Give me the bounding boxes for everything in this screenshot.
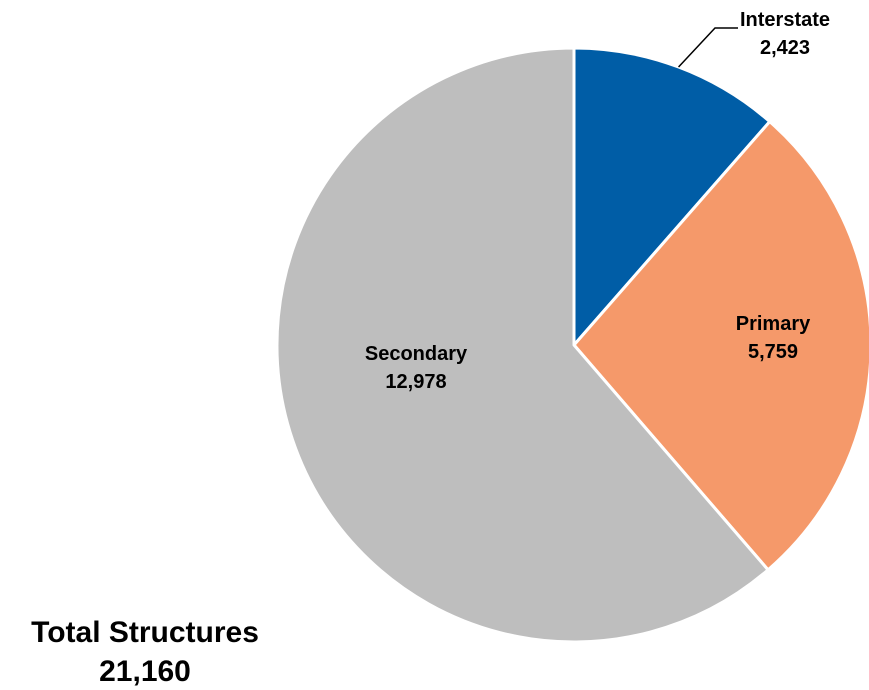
slice-labels: Interstate 2,423 Primary 5,759 Secondary 12,9… xyxy=(365,9,830,393)
pie-slice-secondary xyxy=(275,46,770,644)
leader-line-interstate xyxy=(678,27,738,68)
slice-label-interstate: Interstate xyxy=(740,9,830,31)
pie-slice-interstate xyxy=(572,46,772,347)
slice-label-primary: Primary xyxy=(736,313,811,335)
slice-value-secondary: 12,978 xyxy=(385,371,446,393)
slice-value-primary: 5,759 xyxy=(748,341,798,363)
slice-label-secondary: Secondary xyxy=(365,343,468,365)
slice-value-interstate: 2,423 xyxy=(760,37,810,59)
pie-slices xyxy=(275,46,869,644)
total-structures-value: 21,160 xyxy=(99,655,191,688)
total-structures-label: Total Structures xyxy=(31,616,259,649)
pie-slice-primary xyxy=(572,120,869,572)
leader-lines xyxy=(678,27,738,68)
